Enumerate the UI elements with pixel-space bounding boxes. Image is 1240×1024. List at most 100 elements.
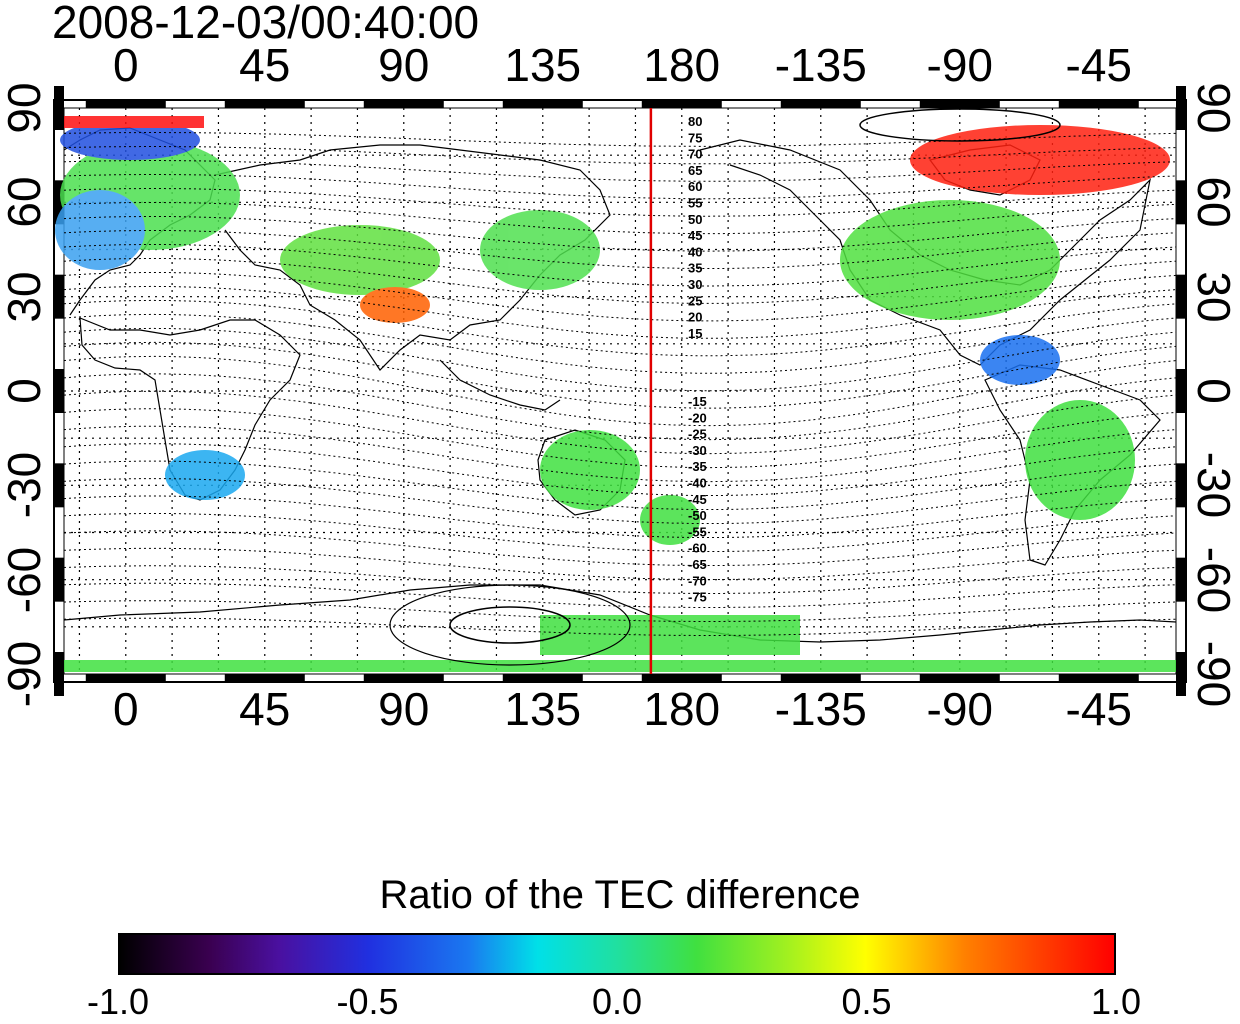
contour-label: 20: [688, 310, 702, 325]
magnetic-latitude-contour: [63, 202, 1177, 235]
contour-label: -40: [688, 476, 707, 491]
magnetic-latitude-contour: [63, 355, 1177, 427]
latitude-tick-bar: [54, 86, 64, 130]
latitude-tick-bar: [54, 369, 64, 413]
latitude-label: 60: [0, 176, 50, 228]
longitude-tick-bar: [919, 674, 1000, 682]
magnetic-latitude-contour: [63, 230, 1177, 269]
latitude-tick-bar: [54, 652, 64, 696]
colorbar-tick-label: 1.0: [1090, 981, 1142, 1022]
latitude-label: 0: [0, 378, 50, 404]
magnetic-latitude-contour: [63, 495, 1177, 538]
latitude-tick-bar: [1176, 86, 1186, 130]
colorbar: [118, 933, 1116, 975]
contour-label: 30: [688, 277, 702, 292]
latitude-label: 0: [1188, 378, 1240, 404]
contour-label: -65: [688, 557, 707, 572]
latitude-tick-bar: [1176, 652, 1186, 696]
colorbar-title: Ratio of the TEC difference: [379, 873, 861, 917]
contour-label: 65: [688, 163, 702, 178]
longitude-tick-bar: [780, 100, 861, 108]
contour-label: 55: [688, 196, 702, 211]
longitude-label: 0: [112, 39, 139, 91]
magnetic-latitude-contour: [63, 460, 1177, 510]
magnetic-latitude-contour: [63, 188, 1177, 217]
colorbar-tick-label: 0.5: [841, 981, 892, 1022]
colorbar-tick-label: -0.5: [336, 981, 399, 1022]
latitude-label: 30: [1188, 271, 1240, 323]
contour-label: 45: [688, 228, 702, 243]
longitude-tick-bar: [919, 100, 1000, 108]
longitude-label: 135: [504, 683, 582, 735]
contour-labels-south: -15-20 -25-30-35 -40-45-50-55 -60-65-70 -75: [688, 394, 707, 605]
longitude-label: 135: [504, 39, 582, 91]
contour-label: -20: [688, 410, 707, 425]
data-patch-india: [360, 287, 430, 323]
longitude-tick-bar: [1058, 100, 1139, 108]
longitude-label: 180: [643, 683, 721, 735]
longitude-label: -90: [926, 683, 994, 735]
longitude-tick-bar: [85, 100, 166, 108]
data-patch-arctic-red: [64, 116, 204, 128]
magnetic-latitude-contour: [63, 341, 1177, 409]
latitude-label: -30: [0, 452, 50, 519]
magnetic-latitude-contour: [63, 390, 1177, 455]
magnetic-latitude-contour: [63, 530, 1177, 566]
magnetic-latitude-contour: [63, 617, 1177, 636]
magnetic-latitude-contour: [63, 565, 1177, 594]
data-patch-central-asia: [280, 225, 440, 295]
longitude-label: 45: [239, 39, 291, 91]
longitude-label: 180: [643, 39, 721, 91]
timestamp-title: 2008-12-03/00:40:00: [52, 0, 480, 48]
magnetic-latitude-contour: [63, 216, 1177, 252]
longitude-label: -135: [774, 683, 867, 735]
magnetic-latitude-contour: [63, 582, 1177, 608]
longitude-label: -90: [926, 39, 994, 91]
colorbar-tick-label: -1.0: [86, 981, 150, 1022]
contour-label: 40: [688, 244, 702, 259]
latitude-tick-bar: [54, 463, 64, 508]
magnetic-latitude-contour: [63, 160, 1177, 182]
magnetic-latitude-contour: [63, 513, 1177, 552]
contour-label: -25: [688, 427, 707, 442]
contour-label: -15: [688, 394, 707, 409]
contour-label: 25: [688, 293, 702, 308]
axis-tick-bars: [54, 86, 1186, 696]
magnetic-latitude-contour: [63, 443, 1177, 496]
latitude-label: -90: [0, 640, 50, 708]
longitude-tick-bar: [641, 674, 722, 682]
latitude-label: 90: [0, 82, 50, 134]
contour-label: -35: [688, 459, 707, 474]
latitude-tick-bar: [54, 180, 64, 225]
contour-label: 70: [688, 147, 702, 162]
longitude-tick-bar: [224, 100, 305, 108]
latitude-tick-bar: [54, 274, 64, 319]
magnetic-latitude-contour: [63, 272, 1177, 322]
contour-label: 15: [688, 326, 702, 341]
longitude-label: -45: [1065, 39, 1133, 91]
longitude-label: 0: [112, 683, 139, 735]
data-patch-south-pole-band: [64, 660, 1176, 672]
longitude-tick-bar: [502, 100, 583, 108]
contour-label: -50: [688, 508, 707, 523]
magnetic-latitude-contour: [63, 425, 1177, 483]
contour-label: -75: [688, 590, 707, 605]
data-patch-arctic-europe: [60, 120, 200, 160]
data-patch-southern-africa: [165, 450, 245, 500]
longitude-tick-bar: [641, 100, 722, 108]
magnetic-latitude-contour: [63, 313, 1177, 374]
longitude-label: 90: [378, 39, 430, 91]
magnetic-latitude-contour: [63, 478, 1177, 524]
latitude-label: 90: [1188, 82, 1240, 134]
longitude-label: -45: [1065, 683, 1133, 735]
contour-label: -45: [688, 492, 707, 507]
contour-lines: [63, 132, 1177, 636]
data-patch-caribbean: [980, 335, 1060, 385]
data-patch-australia: [540, 430, 640, 510]
magnetic-latitude-contour: [63, 547, 1177, 580]
latitude-label: -30: [1188, 452, 1240, 519]
tec-data-patches: [55, 116, 1176, 672]
data-patch-north-america: [840, 200, 1060, 320]
magnetic-latitude-contour: [63, 258, 1177, 304]
latitude-label: -60: [0, 546, 50, 613]
